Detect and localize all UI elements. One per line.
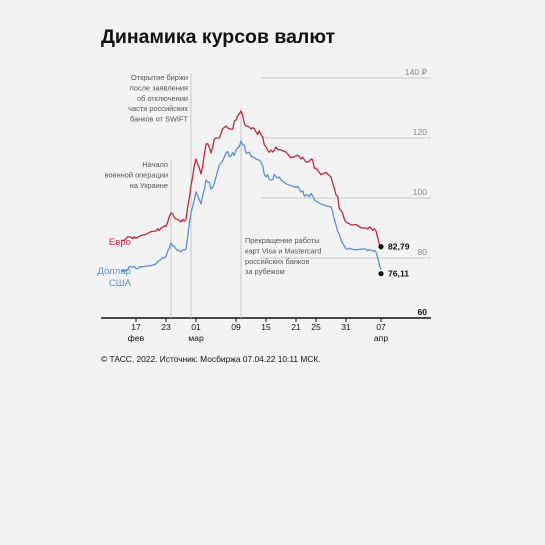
x-tick-label: 23	[161, 322, 171, 332]
x-tick-label: 17	[131, 322, 141, 332]
x-tick-month-label: мар	[188, 333, 204, 343]
x-tick-label: 07	[376, 322, 386, 332]
x-tick-month-label: апр	[374, 333, 388, 343]
x-tick-label: 31	[341, 322, 351, 332]
y-tick-label: 120	[413, 127, 428, 137]
annotation-text: Начало	[142, 160, 168, 169]
series-layer	[120, 110, 382, 273]
euro-series-label: Евро	[109, 237, 131, 248]
euro-end-point	[378, 244, 384, 250]
y-tick-label: 60	[417, 307, 427, 317]
usd-line	[120, 140, 382, 273]
annotation-text: за рубежом	[245, 267, 285, 276]
annotation-text: банков от SWIFT	[130, 115, 189, 124]
x-tick-label: 21	[291, 322, 301, 332]
x-tick-label: 25	[311, 322, 321, 332]
y-tick-label: 80	[417, 247, 427, 257]
x-tick-label: 01	[191, 322, 201, 332]
y-tick-label: 140 ₽	[405, 67, 428, 77]
usd-end-point	[378, 271, 384, 277]
x-tick-label: 15	[261, 322, 271, 332]
euro-line	[120, 110, 382, 250]
annotation-text: карт Visa и Mastercard	[245, 246, 321, 255]
usd-end-value: 76,11	[388, 269, 409, 279]
x-tick-month-label: фев	[128, 333, 145, 343]
annotation-text: Прекращение работы	[245, 236, 320, 245]
source-note: © ТАСС, 2022. Источник: Мосбиржа 07.04.2…	[101, 354, 321, 364]
annotation-text: Открытие биржи	[131, 73, 188, 82]
x-tick-label: 09	[231, 322, 241, 332]
usd-series-label-line2: США	[109, 278, 132, 289]
annotation-text: военной операции	[105, 170, 168, 179]
annotation-text: об отключении	[137, 94, 188, 103]
page-title: Динамика курсов валют	[101, 26, 336, 48]
annotation-text: после заявления	[130, 83, 188, 92]
euro-end-value: 82,79	[388, 242, 410, 252]
annotation-text: российских банков	[245, 257, 309, 266]
usd-series-label-line1: Доллар	[97, 266, 131, 277]
y-tick-label: 100	[413, 187, 428, 197]
annotation-text: части российских	[128, 104, 188, 113]
annotation-text: на Украине	[130, 181, 168, 190]
